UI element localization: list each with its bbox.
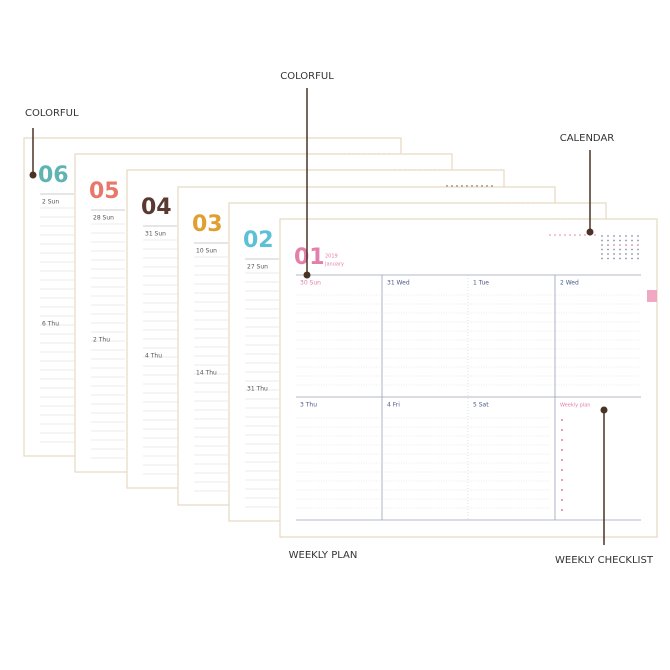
mini-calendar-day [613, 248, 615, 251]
day-label: 2 Wed [560, 280, 579, 287]
mini-calendar-day [619, 235, 621, 237]
mini-calendar-day [631, 248, 633, 251]
day-label: 3 Thu [300, 402, 317, 409]
day-label: 5 Sat [473, 402, 489, 409]
mini-calendar-day [601, 257, 603, 260]
month-number: 04 [141, 195, 172, 220]
callout-label: COLORFUL [25, 108, 79, 119]
checkbox [561, 499, 563, 501]
day-label: 4 Fri [387, 402, 400, 409]
planner-page [279, 218, 658, 538]
mini-calendar-day [637, 244, 639, 246]
callout-label: COLORFUL [280, 71, 334, 82]
dot [579, 234, 581, 236]
callout-label: WEEKLY CHECKLIST [555, 555, 654, 566]
checkbox [561, 429, 563, 431]
mini-calendar-day [601, 235, 603, 237]
checkbox [561, 469, 563, 471]
day-label: 30 Sun [300, 280, 321, 287]
mini-calendar-day [601, 244, 603, 246]
mini-calendar-day [631, 253, 633, 255]
dot [549, 234, 551, 236]
checkbox [561, 439, 563, 441]
mini-calendar-day [601, 248, 603, 251]
day-label: 27 Sun [247, 264, 268, 271]
mini-calendar-day [607, 235, 609, 237]
mini-calendar-day [607, 253, 609, 255]
day-label: 1 Tue [473, 280, 489, 287]
checkbox [561, 459, 563, 461]
callout-dot [600, 406, 608, 414]
mini-calendar-day [607, 248, 609, 251]
mini-calendar-day [619, 253, 621, 255]
day-label: 28 Sun [93, 215, 114, 222]
mini-calendar-day [637, 257, 639, 260]
mini-calendar-day [631, 244, 633, 246]
checkbox [561, 419, 563, 421]
dot [569, 234, 571, 236]
mini-calendar-day [607, 257, 609, 260]
day-label: 2 Sun [42, 199, 59, 206]
dot [564, 234, 566, 236]
mini-calendar-day [613, 253, 615, 255]
callout-dot [586, 228, 594, 236]
page-tab [647, 290, 657, 302]
checkbox [561, 489, 563, 491]
dot [594, 234, 596, 236]
checkbox [561, 479, 563, 481]
day-label: 14 Thu [196, 370, 217, 377]
mini-calendar-day [607, 239, 609, 242]
dot [574, 234, 576, 236]
month-number: 03 [192, 212, 223, 237]
checkbox [561, 509, 563, 511]
month-number: 02 [243, 228, 274, 253]
mini-calendar-day [619, 244, 621, 246]
mini-calendar-day [613, 235, 615, 237]
callout-dot [303, 271, 311, 279]
mini-calendar-day [619, 257, 621, 260]
mini-calendar-day [601, 239, 603, 242]
callout-dot [29, 171, 37, 179]
checklist-title: Weekly plan [560, 403, 590, 409]
mini-calendar-day [625, 248, 627, 251]
day-label: 31 Thu [247, 386, 268, 393]
mini-calendar-day [625, 253, 627, 255]
callout-label: CALENDAR [560, 133, 615, 144]
month-number: 01 [294, 245, 325, 270]
callout-label: WEEKLY PLAN [289, 550, 358, 561]
mini-calendar-day [625, 257, 627, 260]
mini-calendar-day [619, 239, 621, 242]
mini-calendar-day [625, 235, 627, 237]
day-label: 31 Sun [145, 231, 166, 238]
mini-calendar-day [625, 244, 627, 246]
year: 2019 [325, 254, 338, 260]
checkbox [561, 449, 563, 451]
mini-calendar-day [613, 239, 615, 242]
mini-calendar-day [625, 239, 627, 242]
dot [559, 234, 561, 236]
day-label: 2 Thu [93, 337, 110, 344]
day-label: 4 Thu [145, 353, 162, 360]
day-label: 31 Wed [387, 280, 410, 287]
day-label: 6 Thu [42, 321, 59, 328]
day-label: 10 Sun [196, 248, 217, 255]
mini-calendar-day [607, 244, 609, 246]
mini-calendar-day [637, 253, 639, 255]
month-number: 06 [38, 163, 69, 188]
mini-calendar-day [637, 235, 639, 237]
mini-calendar-day [613, 257, 615, 260]
month-name: January [324, 262, 344, 268]
mini-calendar-day [613, 244, 615, 246]
dot [554, 234, 556, 236]
dot [584, 234, 586, 236]
mini-calendar-day [637, 248, 639, 251]
month-number: 05 [89, 179, 120, 204]
mini-calendar-day [631, 257, 633, 260]
mini-calendar-day [631, 239, 633, 242]
mini-calendar-day [601, 253, 603, 255]
mini-calendar-day [619, 248, 621, 251]
mini-calendar-day [637, 239, 639, 242]
mini-calendar-day [631, 235, 633, 237]
